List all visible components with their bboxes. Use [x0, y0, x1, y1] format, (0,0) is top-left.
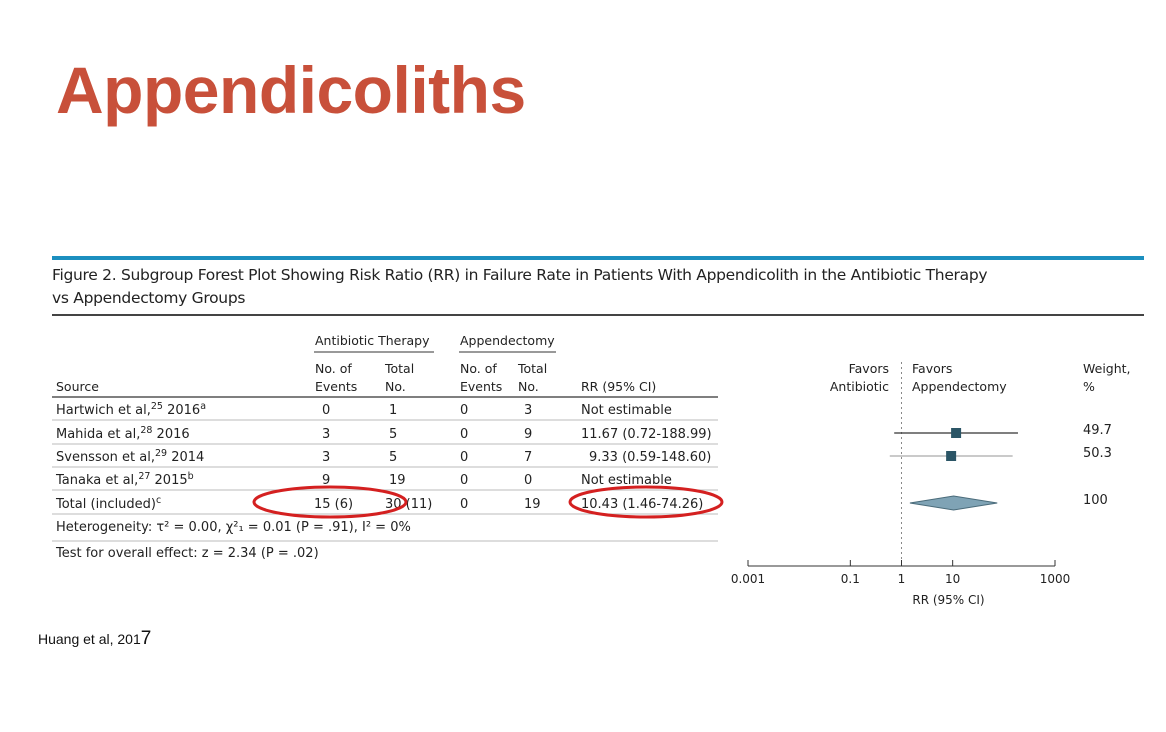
row-source-year: 2014: [167, 450, 204, 465]
row-rr: 11.67 (0.72-188.99): [581, 427, 712, 442]
row-source-year: 2016: [163, 403, 200, 418]
row-ap-total: 7: [524, 450, 532, 465]
row-source-year: 2016: [152, 427, 189, 442]
row-ab-events: 0: [322, 403, 330, 418]
forest-plot-area: 0.001 0.1 1 10 1000 RR (95% CI): [731, 362, 1070, 607]
row-source: Svensson et al,29 2014: [56, 448, 204, 465]
row-source-name: Tanaka et al,: [55, 473, 138, 488]
row-source-mark: c: [156, 495, 161, 506]
row-source: Total (included)c: [55, 495, 161, 512]
caption-rule: [52, 314, 1144, 316]
row-source-name: Hartwich et al,: [56, 403, 151, 418]
row-weight: 50.3: [1083, 446, 1112, 461]
favors-left-l1: Favors: [849, 361, 889, 376]
row-source-year: 2015: [150, 473, 187, 488]
row-ap-events: 0: [460, 473, 468, 488]
row-source: Hartwich et al,25 2016a: [56, 401, 206, 418]
row-ab-events: 3: [322, 427, 330, 442]
row-source-name: Svensson et al,: [56, 450, 155, 465]
x-axis-label: RR (95% CI): [912, 593, 984, 607]
col-ap-total-l2: No.: [518, 379, 539, 394]
citation-suffix: 7: [140, 628, 152, 649]
col-ap-events-l2: Events: [460, 379, 502, 394]
x-tick-label: 0.001: [731, 572, 765, 586]
row-source-mark: a: [200, 401, 206, 412]
col-ab-total-l1: Total: [384, 361, 414, 376]
row-source-name: Total (included): [55, 497, 156, 512]
row-ab-events: 15 (6): [314, 497, 353, 512]
row-rr: 9.33 (0.59-148.60): [589, 450, 711, 465]
x-tick-label: 10: [945, 572, 960, 586]
weight-header-l2: %: [1083, 379, 1095, 394]
group-header-appendectomy: Appendectomy: [460, 333, 555, 348]
citation-text: Huang et al, 201: [38, 631, 141, 647]
figure-caption-line-1: Figure 2. Subgroup Forest Plot Showing R…: [52, 266, 988, 284]
row-source: Tanaka et al,27 2015b: [55, 471, 194, 488]
slide-title: Appendicoliths: [56, 53, 526, 127]
row-ap-events: 0: [460, 403, 468, 418]
row-weight: 49.7: [1083, 423, 1112, 438]
col-ap-events-l1: No. of: [460, 361, 497, 376]
col-ab-events-l1: No. of: [315, 361, 352, 376]
weight-header-l1: Weight,: [1083, 361, 1131, 376]
row-ab-total: 19: [389, 473, 406, 488]
col-ab-events-l2: Events: [315, 379, 357, 394]
row-rr: Not estimable: [581, 403, 672, 418]
overall-effect-text: Test for overall effect: z = 2.34 (P = .…: [55, 546, 319, 561]
study-point-marker: [951, 428, 962, 438]
col-rr: RR (95% CI): [581, 379, 656, 394]
row-rr: 10.43 (1.46-74.26): [581, 497, 703, 512]
row-source-ref: 28: [140, 425, 152, 436]
row-ap-total: 9: [524, 427, 532, 442]
row-source-ref: 29: [155, 448, 167, 459]
row-ab-total: 1: [389, 403, 397, 418]
highlight-ellipse-pooled-rr: [568, 485, 724, 519]
favors-right-l2: Appendectomy: [912, 379, 1007, 394]
x-tick-label: 1: [898, 572, 906, 586]
row-source-ref: 25: [151, 401, 163, 412]
row-ab-total: 5: [389, 450, 397, 465]
group-header-antibiotic: Antibiotic Therapy: [315, 333, 430, 348]
table-rows: Hartwich et al,25 2016a 0 1 0 3 Not estimable…: [52, 401, 1112, 515]
row-ap-events: 0: [460, 497, 468, 512]
row-ab-events: 3: [322, 450, 330, 465]
col-source: Source: [56, 379, 99, 394]
row-source-name: Mahida et al,: [56, 427, 140, 442]
x-tick-label: 0.1: [841, 572, 860, 586]
highlight-ellipse-antibiotic-totals: [252, 485, 408, 519]
row-weight: 100: [1083, 493, 1108, 508]
row-rr: Not estimable: [581, 473, 672, 488]
row-ap-total: 19: [524, 497, 541, 512]
row-ap-total: 0: [524, 473, 532, 488]
x-tick-label: 1000: [1040, 572, 1071, 586]
col-ab-total-l2: No.: [385, 379, 406, 394]
row-ap-total: 3: [524, 403, 532, 418]
favors-right-l1: Favors: [912, 361, 952, 376]
study-point-marker: [946, 451, 957, 461]
row-source-ref: 27: [138, 471, 150, 482]
heterogeneity-text: Heterogeneity: τ² = 0.00, χ²₁ = 0.01 (P …: [56, 520, 411, 535]
row-ab-events: 9: [322, 473, 330, 488]
row-ap-events: 0: [460, 450, 468, 465]
col-ap-total-l1: Total: [517, 361, 547, 376]
pooled-diamond: [909, 495, 998, 511]
row-ap-events: 0: [460, 427, 468, 442]
row-source-mark: b: [188, 471, 194, 482]
row-ab-total: 5: [389, 427, 397, 442]
figure-caption-line-2: vs Appendectomy Groups: [52, 289, 246, 307]
figure-caption: Figure 2. Subgroup Forest Plot Showing R…: [52, 264, 1052, 310]
favors-left-l2: Antibiotic: [830, 379, 889, 394]
row-source: Mahida et al,28 2016: [56, 425, 190, 442]
footer-citation: Huang et al, 2017: [38, 628, 151, 650]
figure-top-rule: [52, 256, 1144, 260]
